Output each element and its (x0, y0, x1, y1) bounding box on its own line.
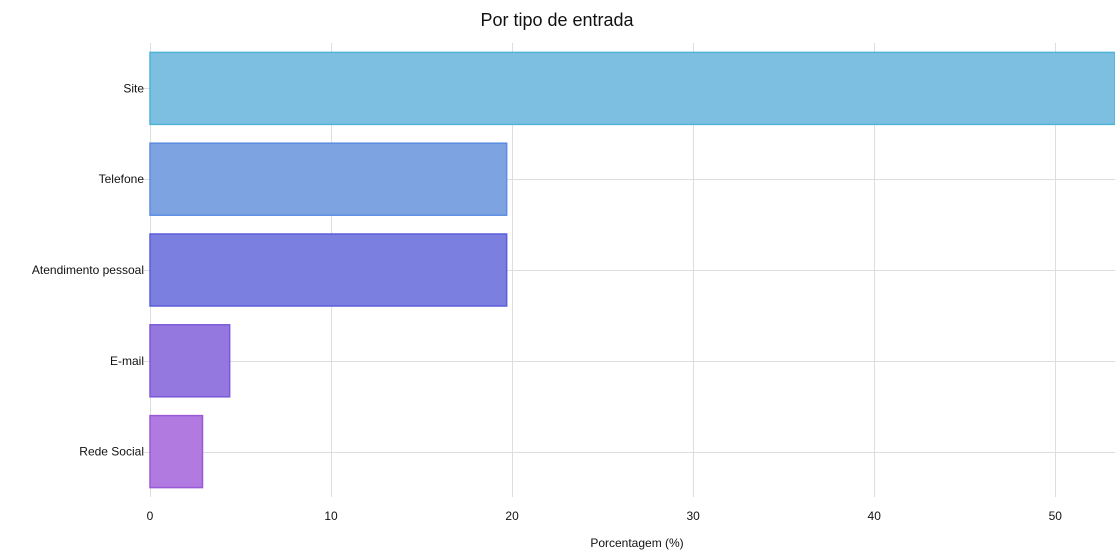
x-tick-label: 40 (868, 509, 882, 523)
x-axis-label: Porcentagem (%) (590, 536, 683, 550)
bar-site (149, 51, 1115, 126)
bar-rede-social (149, 414, 204, 489)
y-tick-labels: Site Telefone Atendimento pessoal E-mail Red… (32, 81, 144, 458)
y-tick-label: E-mail (110, 354, 144, 368)
y-tick-label: Site (123, 81, 144, 95)
y-tick-label: Telefone (99, 172, 145, 186)
x-tick-label: 50 (1049, 509, 1063, 523)
x-tick-label: 30 (686, 509, 700, 523)
x-tick-label: 20 (505, 509, 519, 523)
bar-telefone (149, 142, 508, 216)
bar-atendimento-pessoal (149, 233, 508, 307)
y-tick-label: Rede Social (79, 445, 144, 459)
bars-layer (149, 51, 1115, 489)
x-tick-labels: 0 10 20 30 40 50 (147, 509, 1063, 523)
y-tick-label: Atendimento pessoal (32, 263, 144, 277)
chart-title: Por tipo de entrada (480, 10, 634, 30)
bar-e-mail (149, 324, 231, 398)
x-tick-label: 0 (147, 509, 154, 523)
x-tick-label: 10 (324, 509, 338, 523)
